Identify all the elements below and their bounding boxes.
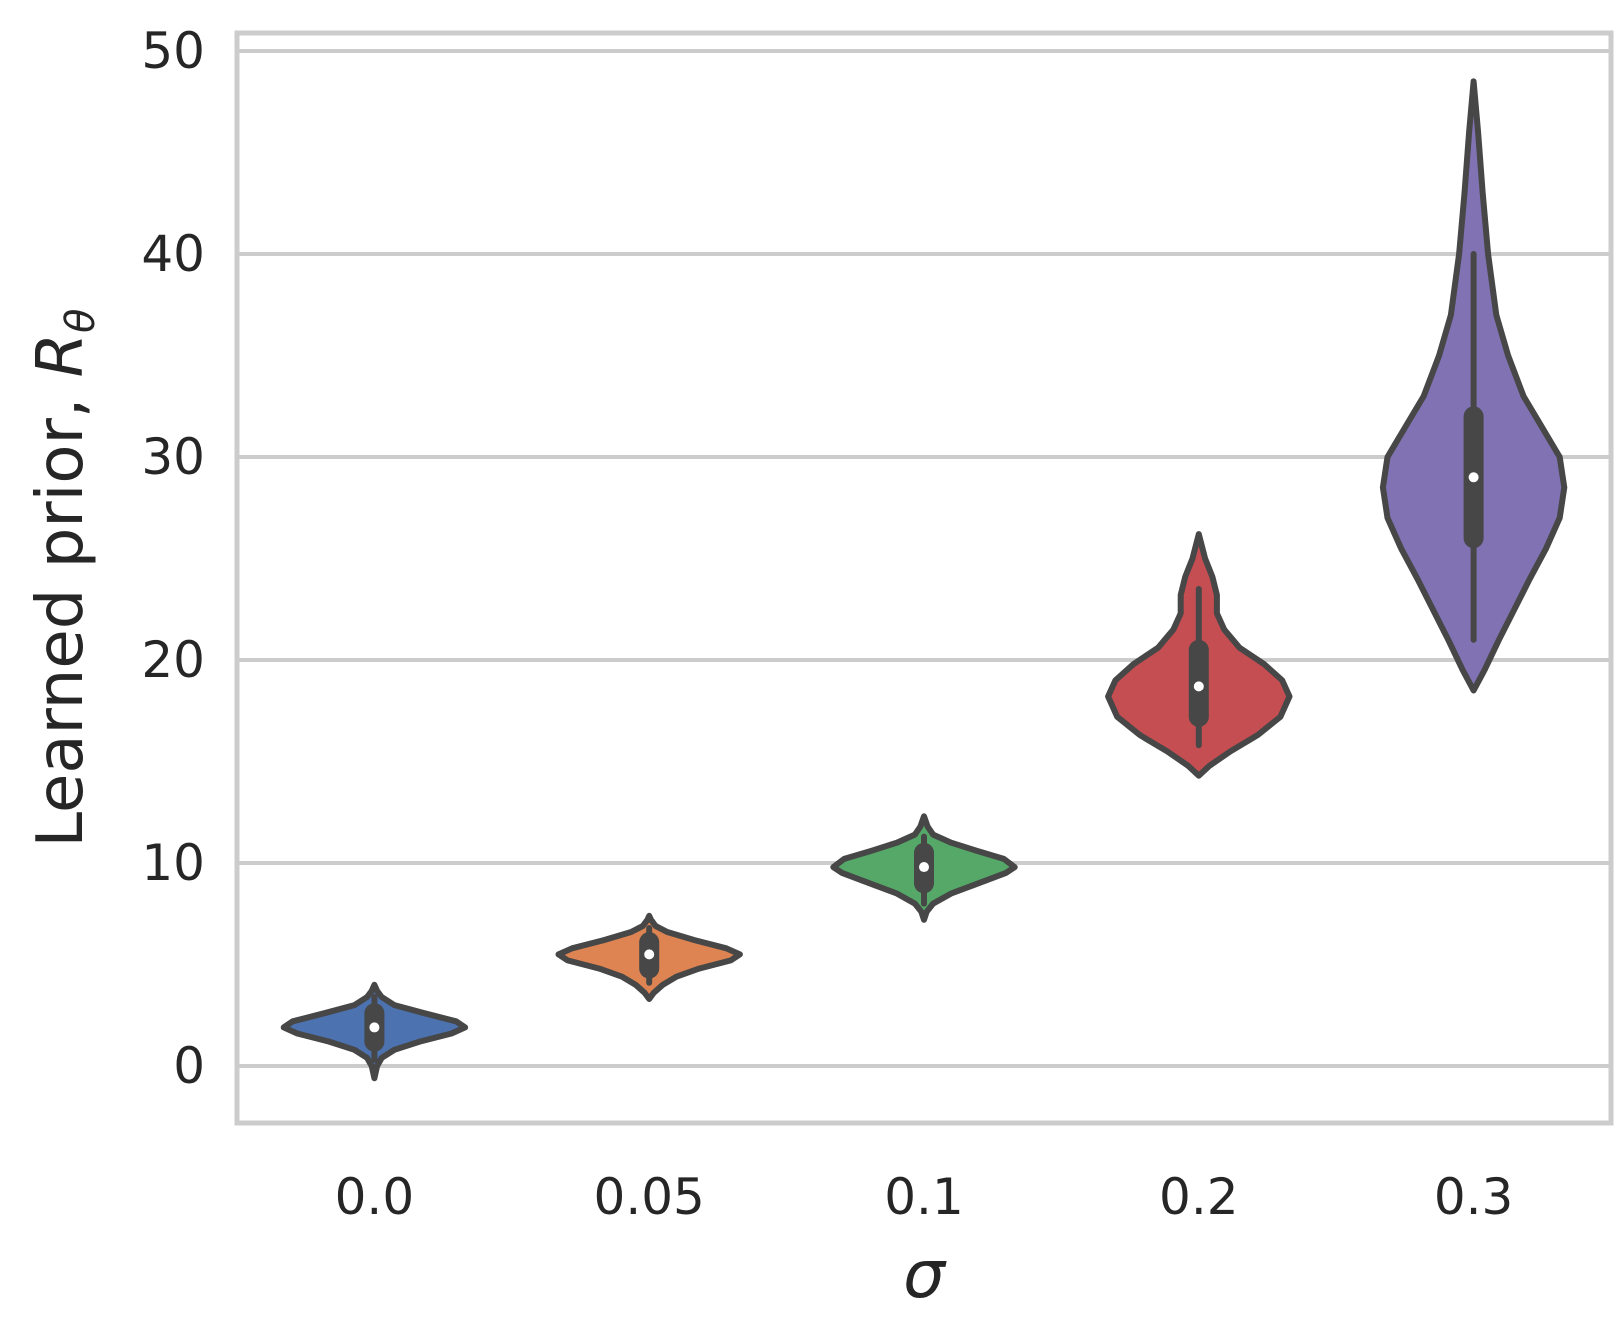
violin-0.1 bbox=[830, 813, 1018, 923]
y-tick-label: 0 bbox=[173, 1037, 205, 1095]
x-tick-labels: 0.0 0.05 0.1 0.2 0.3 bbox=[335, 1168, 1514, 1226]
y-axis-label: Learned prior, Rθ bbox=[24, 308, 104, 847]
y-axis-label-text: Learned prior, bbox=[24, 377, 98, 847]
violin-0.05 bbox=[555, 912, 743, 1002]
violin-median-point bbox=[919, 862, 929, 873]
violin-0.0 bbox=[280, 981, 469, 1082]
x-tick-label: 0.2 bbox=[1159, 1168, 1239, 1226]
y-tick-labels: 0 10 20 30 40 50 bbox=[141, 22, 205, 1095]
y-tick-label: 20 bbox=[141, 631, 205, 689]
grid-lines bbox=[237, 49, 1611, 1068]
x-axis-label: σ bbox=[903, 1236, 947, 1313]
y-tick-label: 30 bbox=[141, 428, 205, 486]
x-tick-label: 0.1 bbox=[884, 1168, 964, 1226]
y-axis-label-subscript: θ bbox=[58, 308, 104, 332]
x-tick-label: 0.0 bbox=[335, 1168, 415, 1226]
y-tick-label: 10 bbox=[141, 834, 205, 892]
violin-median-point bbox=[644, 949, 655, 960]
violin-median-point bbox=[369, 1022, 380, 1033]
violin-median-point bbox=[1468, 472, 1479, 483]
plot-frame bbox=[234, 30, 1614, 1126]
violins bbox=[280, 78, 1568, 1082]
y-tick-label: 40 bbox=[141, 225, 205, 283]
violin-0.2 bbox=[1105, 531, 1293, 779]
violin-0.3 bbox=[1379, 78, 1568, 694]
violin-median-point bbox=[1193, 681, 1204, 692]
y-tick-label: 50 bbox=[141, 22, 205, 80]
x-tick-label: 0.3 bbox=[1434, 1168, 1514, 1226]
y-axis-label-symbol: R bbox=[24, 333, 98, 377]
x-tick-label: 0.05 bbox=[594, 1168, 705, 1226]
